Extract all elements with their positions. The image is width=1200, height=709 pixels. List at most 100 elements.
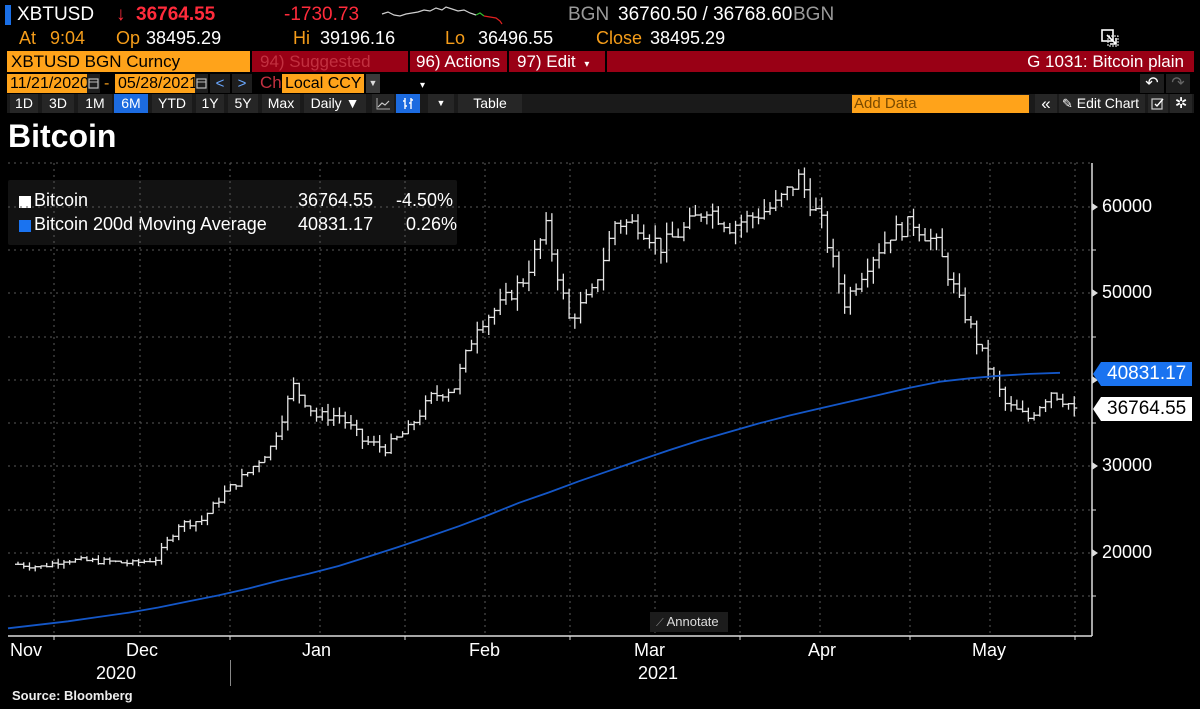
currency-dropdown-icon[interactable]: ▼ bbox=[366, 74, 380, 93]
popout-window-icon[interactable] bbox=[1100, 28, 1120, 48]
x-label-dec: Dec bbox=[126, 640, 159, 660]
source-note: Source: Bloomberg bbox=[12, 688, 133, 703]
end-date-input[interactable]: 05/28/2021 bbox=[115, 74, 198, 93]
range-5y-button[interactable]: 5Y bbox=[228, 94, 258, 113]
page-title: G 1031: Bitcoin plain bbox=[607, 51, 1194, 72]
line-chart-type-button[interactable] bbox=[372, 94, 394, 113]
legend-value-bitcoin: 36764.55 bbox=[298, 190, 374, 210]
price-change: -1730.73 bbox=[284, 4, 360, 25]
range-6m-button[interactable]: 6M bbox=[114, 94, 148, 113]
actions-menu-button[interactable]: 96) Actions ▾ bbox=[410, 51, 507, 91]
frequency-select[interactable]: Daily ▼ bbox=[304, 94, 366, 113]
chart-legend: Bitcoin 36764.55 -4.50% Bitcoin 200d Mov… bbox=[8, 180, 457, 245]
redo-button[interactable]: ↷ bbox=[1166, 74, 1190, 93]
x-label-mar: Mar bbox=[634, 640, 665, 660]
year-separator bbox=[230, 660, 231, 686]
range-1m-button[interactable]: 1M bbox=[78, 94, 112, 113]
range-3d-button[interactable]: 3D bbox=[42, 94, 74, 113]
high-value: 39196.16 bbox=[320, 28, 396, 48]
chart-title: Bitcoin bbox=[8, 118, 117, 154]
price-source: BGN bbox=[568, 4, 610, 25]
close-value: 38495.29 bbox=[650, 28, 726, 48]
security-color-marker bbox=[5, 5, 11, 25]
bar-chart-type-button[interactable] bbox=[396, 94, 420, 113]
y-tick-50000: 50000 bbox=[1102, 282, 1153, 302]
edit-checkbox-icon bbox=[1151, 98, 1164, 110]
line-chart-icon bbox=[376, 98, 390, 110]
legend-value-ma: 40831.17 bbox=[298, 214, 374, 234]
collapse-button[interactable]: « bbox=[1035, 94, 1057, 113]
chevron-down-icon: ▾ bbox=[584, 59, 590, 70]
low-value: 36496.55 bbox=[478, 28, 554, 48]
x-label-nov: Nov bbox=[10, 640, 43, 660]
ma-price-tag: 40831.17 bbox=[1101, 362, 1193, 386]
legend-swatch-ma bbox=[19, 220, 31, 232]
y-tick-20000: 20000 bbox=[1102, 542, 1153, 562]
low-label: Lo bbox=[445, 28, 466, 48]
legend-name-ma: Bitcoin 200d Moving Average bbox=[34, 214, 267, 234]
previous-period-button[interactable]: < bbox=[210, 74, 230, 93]
ma-tag-pointer bbox=[1093, 362, 1101, 386]
y-tick-30000: 30000 bbox=[1102, 455, 1153, 475]
last-tag-pointer bbox=[1093, 397, 1101, 421]
at-time: 9:04 bbox=[50, 28, 86, 48]
chart-type-dropdown-icon[interactable]: ▼ bbox=[428, 94, 454, 113]
open-value: 38495.29 bbox=[146, 28, 222, 48]
x-label-feb: Feb bbox=[469, 640, 501, 660]
legend-name-bitcoin: Bitcoin bbox=[34, 190, 89, 210]
edit-chart-label: Edit Chart bbox=[1076, 95, 1140, 111]
last-price: 36764.55 bbox=[136, 4, 216, 25]
table-button[interactable]: Table bbox=[458, 94, 522, 113]
chart-settings-check-button[interactable] bbox=[1148, 94, 1168, 113]
pencil-icon: ⟋ bbox=[656, 617, 664, 629]
y-tick-60000: 60000 bbox=[1102, 196, 1153, 216]
legend-swatch-bitcoin bbox=[19, 196, 31, 208]
x-label-may: May bbox=[972, 640, 1007, 660]
edit-label: 97) Edit bbox=[517, 52, 576, 71]
open-label: Op bbox=[116, 28, 141, 48]
x-year-2020: 2020 bbox=[96, 663, 137, 683]
gear-icon[interactable]: ✲ bbox=[1170, 94, 1192, 113]
x-year-2021: 2021 bbox=[638, 663, 679, 683]
range-1y-button[interactable]: 1Y bbox=[196, 94, 224, 113]
redo-icon: ↷ bbox=[1171, 75, 1185, 92]
date-range-dash: - bbox=[104, 75, 110, 92]
next-period-button[interactable]: > bbox=[232, 74, 252, 93]
range-max-button[interactable]: Max bbox=[262, 94, 300, 113]
ticker-symbol: XBTUSD bbox=[17, 4, 95, 25]
bid-ask-source: BGN bbox=[793, 4, 835, 25]
bid-ask: 36760.50 / 36768.60 bbox=[618, 4, 793, 25]
ohlc-bars-icon bbox=[403, 98, 413, 109]
annotate-button[interactable]: ⟋ Annotate bbox=[650, 612, 728, 632]
edit-menu-button[interactable]: 97) Edit ▾ bbox=[509, 51, 605, 72]
suggested-charts-button[interactable]: 94) Suggested Charts bbox=[252, 51, 408, 92]
chevron-down-icon: ▾ bbox=[420, 80, 426, 91]
range-ytd-button[interactable]: YTD bbox=[152, 94, 192, 113]
x-label-jan: Jan bbox=[302, 640, 332, 660]
add-data-input[interactable]: Add Data bbox=[852, 95, 1029, 113]
currency-select[interactable]: Local CCY bbox=[282, 74, 364, 93]
range-1d-button[interactable]: 1D bbox=[10, 94, 38, 113]
edit-chart-button[interactable]: ✎ Edit Chart bbox=[1059, 94, 1145, 113]
undo-button[interactable]: ↶ bbox=[1140, 74, 1164, 93]
end-calendar-icon[interactable] bbox=[195, 74, 208, 93]
high-label: Hi bbox=[293, 28, 310, 48]
start-calendar-icon[interactable] bbox=[87, 74, 100, 93]
ticker-bar: XBTUSD ↓ 36764.55 -1730.73 BGN 36760.50 … bbox=[0, 2, 1200, 28]
close-label: Close bbox=[596, 28, 643, 48]
down-arrow-icon: ↓ bbox=[116, 4, 126, 25]
legend-change-bitcoin: -4.50% bbox=[396, 190, 454, 210]
sparkline-icon bbox=[381, 6, 503, 25]
pencil-icon: ✎ bbox=[1062, 96, 1073, 111]
ohlc-bar: At 9:04 Op 38495.29 Hi 39196.16 Lo 36496… bbox=[0, 26, 1200, 50]
security-input[interactable]: XBTUSD BGN Curncy bbox=[7, 51, 250, 72]
at-label: At bbox=[19, 28, 37, 48]
actions-label: 96) Actions bbox=[416, 52, 501, 71]
x-label-apr: Apr bbox=[808, 640, 837, 660]
last-price-tag: 36764.55 bbox=[1101, 397, 1193, 421]
undo-icon: ↶ bbox=[1145, 75, 1159, 92]
annotate-label: Annotate bbox=[666, 614, 719, 629]
legend-change-ma: 0.26% bbox=[406, 214, 458, 234]
start-date-input[interactable]: 11/21/2020 bbox=[7, 74, 89, 93]
